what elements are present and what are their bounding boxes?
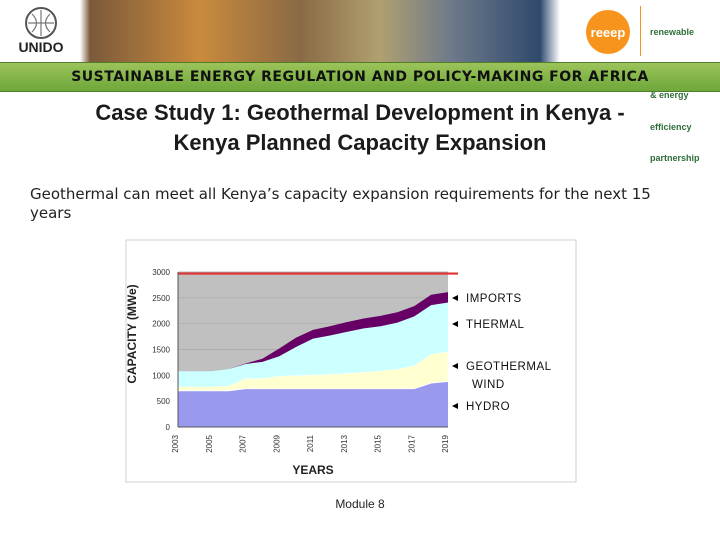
legend-arrow-icon (452, 363, 458, 369)
slide-footer: Module 8 (335, 497, 385, 511)
x-tick-label: 2017 (407, 434, 416, 452)
chart-frame (125, 239, 577, 483)
y-tick-label: 1500 (152, 346, 170, 355)
area-hydro (178, 381, 448, 427)
x-tick-label: 2005 (205, 434, 214, 452)
legend-arrow-icon (452, 403, 458, 409)
legend-item-hydro: HYDRO (452, 401, 510, 413)
legend-item-thermal: THERMAL (452, 319, 525, 331)
y-axis-label: CAPACITY (MWe) (125, 284, 139, 383)
reeep-tagline-line: & energy (650, 90, 689, 100)
unido-logo: UNIDO (18, 7, 64, 55)
x-tick-label: 2015 (374, 434, 383, 452)
program-title: SUSTAINABLE ENERGY REGULATION AND POLICY… (71, 69, 649, 85)
x-tick-label: 2007 (239, 434, 248, 452)
area-imports (178, 292, 448, 372)
plot-background (178, 272, 448, 427)
legend-arrow-icon (452, 295, 458, 301)
legend-item-imports: IMPORTS (452, 293, 522, 305)
reeep-logo-text: reeep (590, 24, 626, 40)
x-tick-label: 2019 (441, 434, 450, 452)
legend-label-wind: WIND (472, 379, 505, 391)
legend-label-hydro: HYDRO (466, 401, 510, 413)
y-tick-label: 2500 (152, 294, 170, 303)
reeep-tagline-line: partnership (650, 153, 700, 163)
unido-logo-text: UNIDO (18, 39, 63, 55)
x-tick-label: 2009 (272, 434, 281, 452)
area-wind (178, 381, 448, 391)
legend-label-imports: IMPORTS (466, 293, 522, 305)
legend-label-thermal: THERMAL (466, 319, 525, 331)
slide-title: Case Study 1: Geothermal Development in … (10, 98, 710, 158)
reeep-tagline-line: renewable (650, 27, 695, 37)
chart-plot: 0 500 1000 1500 2000 2500 3000 2003 2005 2007 2009… (152, 268, 458, 453)
legend-item-wind: WIND (472, 379, 505, 391)
x-tick-label: 2011 (306, 434, 315, 452)
y-tick-label: 500 (157, 397, 171, 406)
y-tick-label: 0 (166, 423, 171, 432)
y-tick-label: 3000 (152, 268, 170, 277)
area-thermal (178, 302, 448, 387)
legend-arrow-icon (452, 321, 458, 327)
y-tick-label: 1000 (152, 371, 170, 380)
header-banner: UNIDO reeep renewable energy & energy ef… (0, 0, 720, 163)
y-tick-label: 2000 (152, 320, 170, 329)
x-axis-label: YEARS (292, 463, 333, 477)
reeep-tagline-line: efficiency (650, 121, 692, 132)
chart-legend: IMPORTS THERMAL GEOTHERMAL WIND HYDRO (452, 293, 552, 413)
reeep-logo: reeep (586, 10, 630, 54)
slide-title-line1: Case Study 1: Geothermal Development in … (95, 100, 625, 125)
slide-title-line2: Kenya Planned Capacity Expansion (173, 130, 547, 155)
x-tick-label: 2013 (340, 434, 349, 452)
x-tick-label: 2003 (171, 434, 180, 452)
program-title-bar: SUSTAINABLE ENERGY REGULATION AND POLICY… (0, 62, 720, 92)
area-geothermal (177, 351, 449, 392)
reeep-divider (640, 6, 641, 56)
legend-label-geothermal: GEOTHERMAL (466, 361, 552, 373)
legend-item-geothermal: GEOTHERMAL (452, 361, 552, 373)
slide-body-text: Geothermal can meet all Kenya’s capacity… (30, 185, 651, 222)
